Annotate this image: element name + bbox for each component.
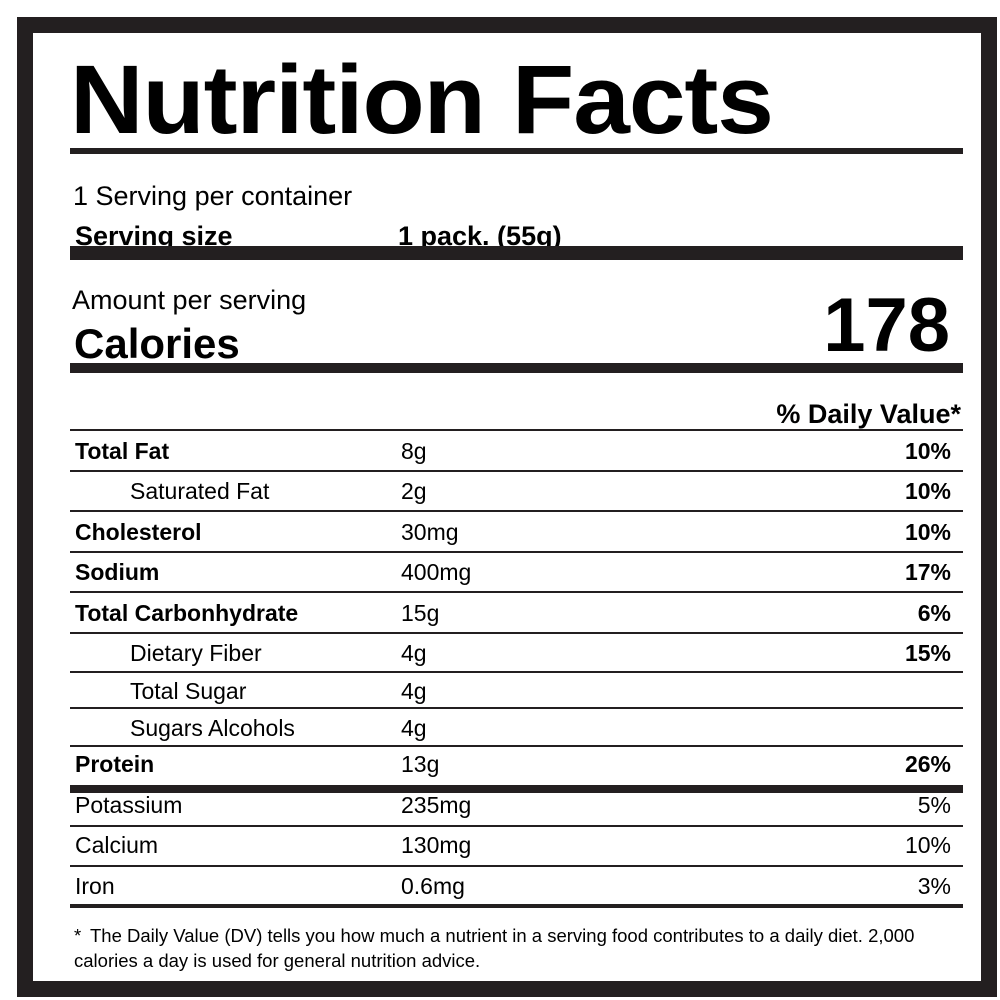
nutrient-name: Total Carbonhydrate [75, 600, 299, 626]
thick-divider [70, 785, 963, 793]
amount-per-serving-label: Amount per serving [72, 285, 307, 315]
divider [70, 825, 963, 827]
nutrient-daily-value: 26% [904, 751, 951, 777]
divider [70, 745, 963, 747]
nutrient-amount: 4g [401, 678, 427, 704]
nutrient-amount: 8g [401, 438, 427, 464]
calories-value: 178 [823, 283, 950, 368]
footnote: * The Daily Value (DV) tells you how much… [74, 923, 959, 973]
divider [70, 510, 963, 512]
nutrient-amount: 4g [401, 715, 427, 741]
divider [70, 904, 963, 908]
nutrient-daily-value: 10% [904, 519, 951, 545]
divider [70, 671, 963, 673]
divider [70, 429, 963, 431]
label-title: Nutrition Facts [70, 45, 774, 154]
nutrient-name: Potassium [75, 792, 183, 818]
nutrient-amount: 15g [401, 600, 440, 626]
nutrient-name: Sodium [75, 559, 160, 585]
divider [70, 632, 963, 634]
nutrient-daily-value: 5% [917, 792, 951, 818]
nutrient-name: Sugars Alcohols [130, 715, 295, 741]
nutrient-name: Total Fat [75, 438, 170, 464]
nutrient-amount: 13g [401, 751, 440, 777]
nutrient-name: Protein [75, 751, 155, 777]
nutrient-daily-value: 15% [904, 640, 951, 666]
thick-divider [70, 246, 963, 260]
nutrient-daily-value: 3% [917, 873, 951, 899]
nutrient-name: Dietary Fiber [130, 640, 262, 666]
divider [70, 470, 963, 472]
divider [70, 148, 963, 154]
nutrient-amount: 130mg [401, 832, 472, 858]
nutrient-amount: 4g [401, 640, 427, 666]
nutrient-amount: 0.6mg [401, 873, 465, 899]
nutrition-facts-label: Nutrition Facts 1 Serving per container … [17, 17, 997, 997]
divider [70, 707, 963, 709]
nutrient-amount: 235mg [401, 792, 472, 818]
divider [70, 551, 963, 553]
servings-per-container: 1 Serving per container [73, 181, 353, 211]
nutrient-amount: 2g [401, 478, 427, 504]
daily-value-header: % Daily Value* [776, 399, 961, 429]
nutrient-name: Calcium [75, 832, 159, 858]
nutrient-name: Iron [75, 873, 115, 899]
nutrient-name: Cholesterol [75, 519, 202, 545]
label-content: Nutrition Facts 1 Serving per container … [70, 33, 963, 981]
nutrient-daily-value: 10% [904, 438, 951, 464]
nutrient-amount: 30mg [401, 519, 459, 545]
nutrient-daily-value: 10% [904, 478, 951, 504]
nutrient-daily-value: 10% [904, 832, 951, 858]
footnote-marker: * [74, 925, 82, 946]
nutrient-name: Saturated Fat [130, 478, 270, 504]
calories-label: Calories [74, 320, 240, 367]
nutrient-amount: 400mg [401, 559, 472, 585]
divider [70, 865, 963, 867]
nutrient-name: Total Sugar [130, 678, 247, 704]
nutrient-daily-value: 6% [917, 600, 951, 626]
nutrient-daily-value: 17% [904, 559, 951, 585]
thick-divider [70, 363, 963, 373]
footnote-text: The Daily Value (DV) tells you how much … [74, 925, 915, 971]
divider [70, 591, 963, 593]
